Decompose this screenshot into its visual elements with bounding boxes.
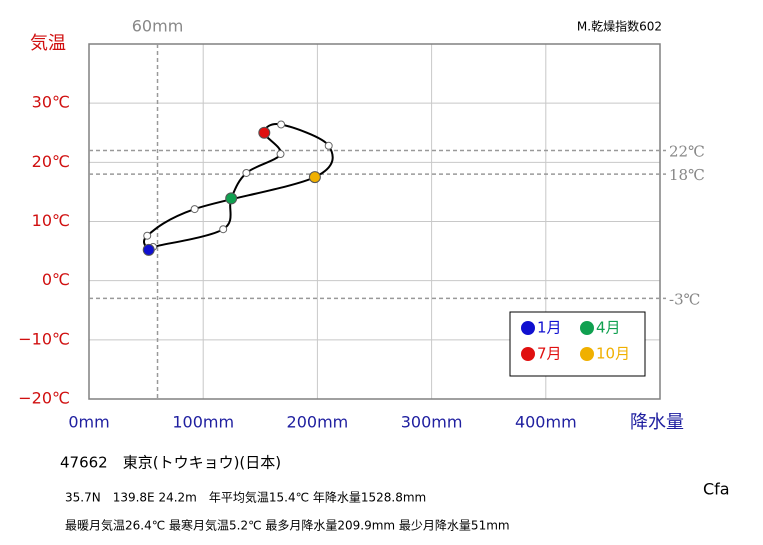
month-point xyxy=(190,205,199,214)
info-line: 35.7N 139.8E 24.2m 年平均気温15.4℃ 年降水量1528.8… xyxy=(65,490,426,505)
highlight-point xyxy=(258,126,271,139)
climate-curve xyxy=(143,122,334,252)
y-axis-title: 気温 xyxy=(30,33,66,54)
y-tick-label: −20℃ xyxy=(18,389,70,408)
y-tick-label: 20℃ xyxy=(32,152,70,171)
reference-label: 60mm xyxy=(132,17,184,36)
reference-label: 18℃ xyxy=(669,166,705,184)
highlight-point xyxy=(308,171,321,184)
x-axis-title: 降水量 xyxy=(630,412,684,433)
highlight-point xyxy=(225,192,238,205)
month-point xyxy=(219,225,228,234)
legend-marker xyxy=(580,321,594,335)
info-line: 最暖月気温26.4℃ 最寒月気温5.2℃ 最多月降水量209.9mm 最少月降水… xyxy=(65,518,510,533)
y-tick-label: 10℃ xyxy=(32,211,70,230)
legend-marker xyxy=(521,347,535,361)
y-tick-label: 0℃ xyxy=(42,270,70,289)
x-tick-label: 100mm xyxy=(172,413,234,432)
month-point xyxy=(277,120,286,129)
legend-marker xyxy=(580,347,594,361)
legend-label: 7月 xyxy=(537,345,562,363)
x-tick-label: 300mm xyxy=(401,413,463,432)
reference-label: -3℃ xyxy=(669,290,700,308)
station-title: 47662 東京(トウキョウ)(日本) xyxy=(60,454,281,472)
x-tick-label: 0mm xyxy=(68,413,109,432)
legend-label: 4月 xyxy=(596,319,621,337)
x-tick-label: 400mm xyxy=(515,413,577,432)
dryness-index: M.乾燥指数602 xyxy=(577,19,662,34)
month-point xyxy=(242,168,251,177)
legend-label: 1月 xyxy=(537,319,562,337)
y-tick-label: 30℃ xyxy=(32,93,70,112)
month-point xyxy=(276,150,285,159)
y-tick-label: −10℃ xyxy=(18,329,70,348)
reference-label: 22℃ xyxy=(669,143,705,161)
legend-label: 10月 xyxy=(596,345,630,363)
legend-marker xyxy=(521,321,535,335)
plot-border xyxy=(88,43,661,400)
month-point xyxy=(143,231,152,240)
x-tick-label: 200mm xyxy=(287,413,349,432)
month-point xyxy=(324,141,333,150)
climate-class: Cfa xyxy=(703,480,730,499)
highlight-point xyxy=(142,243,155,256)
